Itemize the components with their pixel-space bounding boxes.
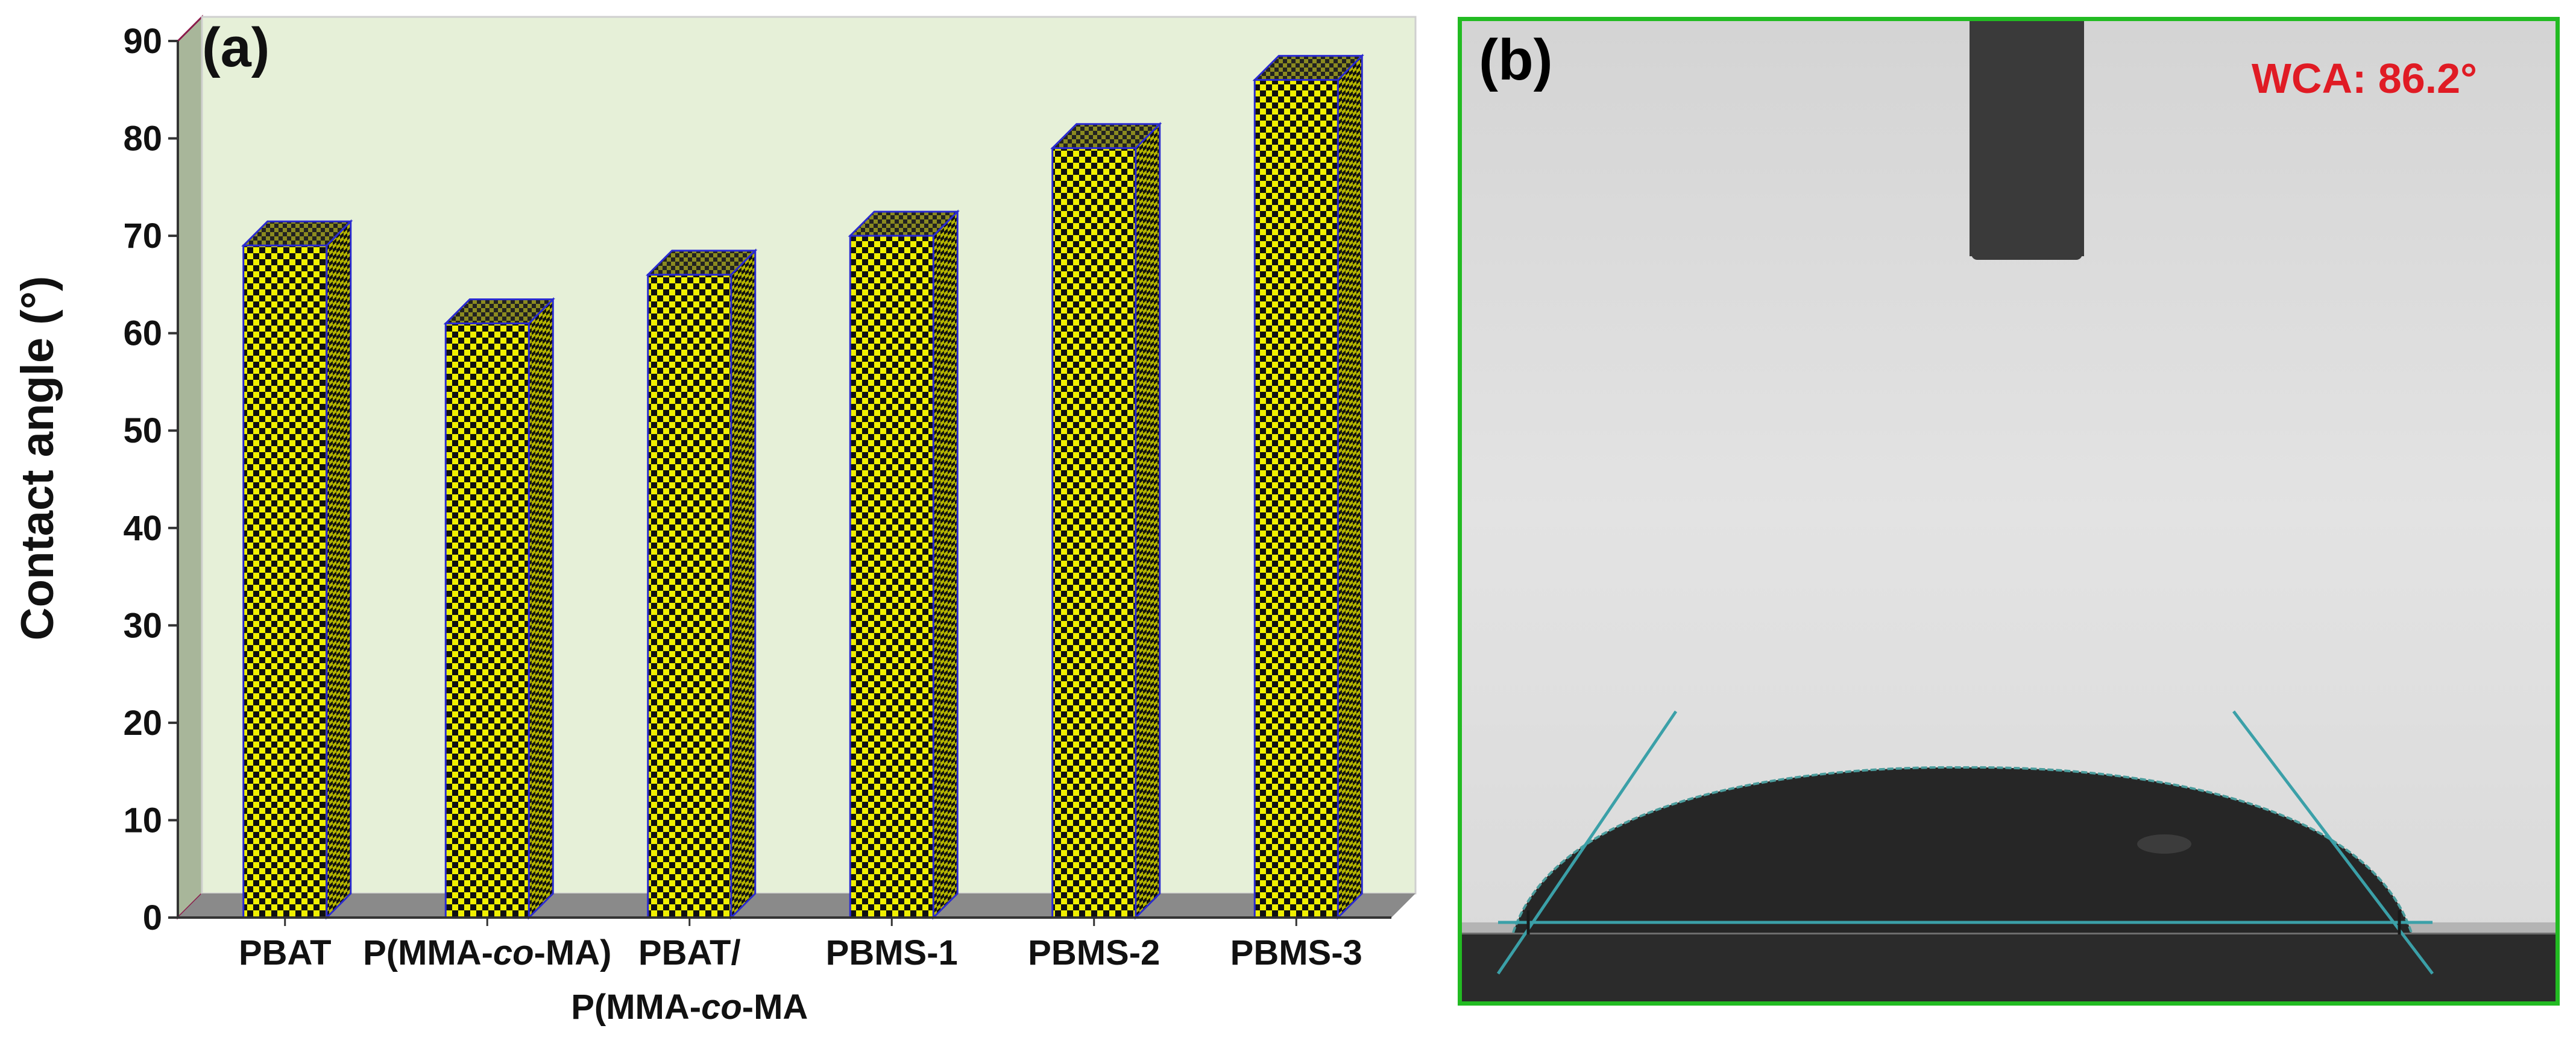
bars bbox=[241, 54, 1364, 920]
y-tick-label: 30 bbox=[123, 606, 162, 645]
y-axis-label: Contact angle (°) bbox=[12, 276, 63, 641]
contact-angle-photo-panel: (b) WCA: 86.2° bbox=[1458, 17, 2560, 1006]
wca-value-label: WCA: 86.2° bbox=[2251, 55, 2477, 102]
bar-front bbox=[444, 323, 530, 919]
bar-front bbox=[849, 235, 934, 919]
bar-side bbox=[527, 297, 554, 920]
bar bbox=[646, 248, 758, 920]
y-tick-label: 40 bbox=[123, 509, 162, 548]
bar-side bbox=[326, 219, 352, 920]
droplet-photo bbox=[1462, 21, 2556, 1001]
bar-front bbox=[1051, 147, 1137, 919]
bar-front bbox=[647, 274, 732, 919]
x-tick-label: PBMS-1 bbox=[826, 933, 958, 972]
y-tick-label: 70 bbox=[123, 216, 162, 256]
bar-side bbox=[730, 248, 757, 920]
needle-tip bbox=[1971, 244, 2082, 260]
x-axis-labels: PBAT P(MMA-co-MA) PBAT/P(MMA-co-MA PBMS-1 PB… bbox=[239, 933, 1362, 1027]
chart-side-wall bbox=[177, 14, 203, 920]
y-tick-label: 10 bbox=[123, 801, 162, 840]
chart-back-wall bbox=[201, 16, 1417, 895]
panel-a-label: (a) bbox=[202, 17, 269, 78]
chart-floor bbox=[178, 893, 1416, 918]
bar bbox=[241, 219, 353, 920]
y-tick-label: 50 bbox=[123, 411, 162, 450]
x-tick-label: PBAT bbox=[239, 933, 332, 972]
y-tick-label: 0 bbox=[143, 898, 162, 937]
y-tick-label: 60 bbox=[123, 314, 162, 353]
bar bbox=[443, 297, 555, 920]
droplet-fit-curve bbox=[1512, 766, 2413, 933]
bar-front bbox=[1253, 79, 1339, 919]
x-tick-label: PBMS-3 bbox=[1230, 933, 1362, 972]
bar bbox=[1252, 54, 1364, 920]
y-tick-label: 90 bbox=[123, 22, 162, 61]
x-tick-label: PBMS-2 bbox=[1028, 933, 1160, 972]
x-tick-label: P(MMA-co-MA) bbox=[363, 933, 611, 972]
y-axis: 0 10 20 30 40 50 60 70 80 90 bbox=[123, 22, 1391, 937]
bar-side bbox=[932, 209, 959, 920]
bar-side bbox=[1135, 122, 1161, 920]
y-tick-label: 80 bbox=[123, 119, 162, 159]
bar bbox=[848, 209, 960, 920]
chart-3d-frame bbox=[177, 14, 1417, 920]
water-droplet bbox=[1513, 767, 2411, 933]
contact-angle-bar-chart: 0 10 20 30 40 50 60 70 80 90 PBAT P(MMA-co-MA) PBAT… bbox=[12, 14, 1417, 1027]
x-tick-label: PBAT/P(MMA-co-MA bbox=[571, 933, 808, 1027]
droplet-reflection bbox=[2137, 834, 2191, 854]
panel-b-label: (b) bbox=[1479, 28, 1553, 92]
bar-side bbox=[1337, 54, 1363, 920]
y-tick-label: 20 bbox=[123, 704, 162, 743]
substrate bbox=[1462, 933, 2556, 1001]
bar-front bbox=[242, 244, 328, 919]
bar bbox=[1050, 122, 1162, 920]
dispensing-needle bbox=[1970, 21, 2084, 256]
